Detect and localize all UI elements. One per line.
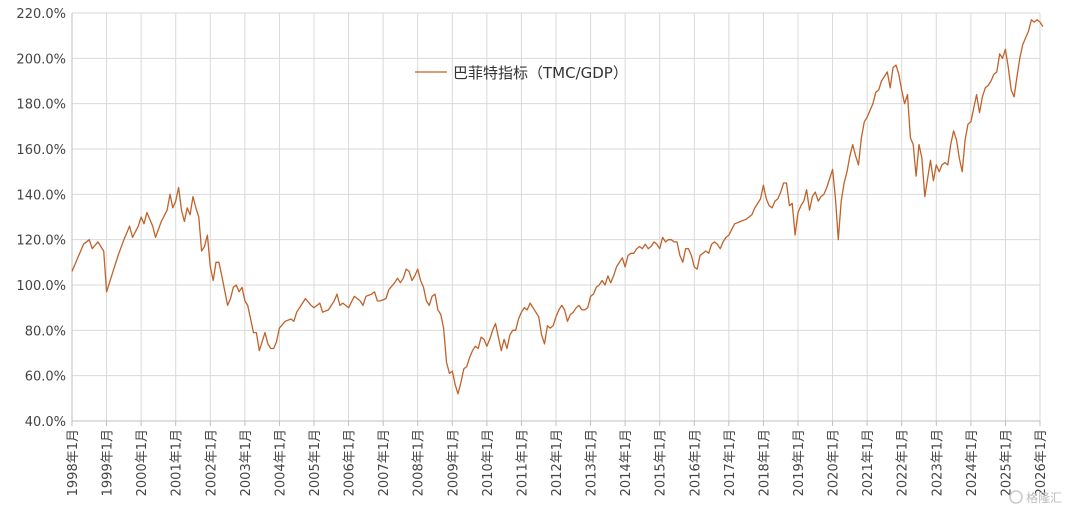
x-tick-label: 2007年1月 [377, 429, 392, 496]
y-tick-label: 60.0% [25, 370, 66, 385]
x-tick-label: 2012年1月 [550, 429, 565, 496]
x-tick-label: 2016年1月 [688, 429, 703, 496]
x-tick-label: 2009年1月 [446, 429, 461, 496]
x-tick-label: 2013年1月 [585, 429, 600, 496]
x-tick-label: 2001年1月 [170, 429, 185, 496]
x-tick-labels: 1998年1月 1999年1月 2000年1月 2001年1月 2002年1月 2003年… [66, 429, 1049, 496]
y-tick-label: 180.0% [16, 98, 66, 113]
watermark-icon [1009, 490, 1023, 504]
watermark-text: 格隆汇 [1026, 490, 1062, 505]
x-tick-label: 2020年1月 [827, 429, 842, 496]
y-tick-label: 200.0% [16, 52, 66, 67]
x-tick-label: 2005年1月 [308, 429, 323, 496]
y-tick-label: 100.0% [16, 279, 66, 294]
x-tick-label: 2010年1月 [481, 429, 496, 496]
x-tick-label: 2026年1月 [1034, 429, 1049, 496]
x-tick-label: 2003年1月 [239, 429, 254, 496]
x-tick-label: 2025年1月 [999, 429, 1014, 496]
x-tick-label: 2002年1月 [204, 429, 219, 496]
x-gridlines [71, 13, 1041, 426]
x-tick-label: 1998年1月 [66, 429, 81, 496]
y-tick-label: 80.0% [25, 324, 66, 339]
x-tick-label: 2021年1月 [861, 429, 876, 496]
x-tick-label: 1999年1月 [101, 429, 116, 496]
x-tick-label: 2019年1月 [792, 429, 807, 496]
legend: 巴菲特指标（TMC/GDP） [415, 64, 628, 82]
y-tick-label: 160.0% [16, 143, 66, 158]
y-tick-label: 140.0% [16, 188, 66, 203]
watermark-logo: 格隆汇 [1009, 490, 1062, 505]
legend-label-series: 巴菲特指标（TMC/GDP） [453, 64, 628, 82]
axes [71, 13, 1040, 422]
y-tick-labels: 40.0% 60.0% 80.0% 100.0% 120.0% 140.0% 160.0% 1… [16, 7, 66, 430]
x-tick-label: 2022年1月 [896, 429, 911, 496]
x-tick-label: 2006年1月 [343, 429, 358, 496]
x-tick-label: 2023年1月 [930, 429, 945, 496]
x-tick-label: 2008年1月 [412, 429, 427, 496]
series-line-0 [71, 19, 1044, 395]
x-tick-label: 2000年1月 [135, 429, 150, 496]
series-layer [71, 19, 1044, 395]
y-tick-label: 40.0% [25, 415, 66, 430]
x-tick-label: 2024年1月 [965, 429, 980, 496]
x-tick-label: 2015年1月 [654, 429, 669, 496]
x-tick-label: 2011年1月 [515, 429, 530, 496]
x-tick-label: 2018年1月 [757, 429, 772, 496]
x-tick-label: 2017年1月 [723, 429, 738, 496]
y-tick-label: 220.0% [16, 7, 66, 22]
x-tick-label: 2014年1月 [619, 429, 634, 496]
y-tick-label: 120.0% [16, 234, 66, 249]
x-tick-label: 2004年1月 [273, 429, 288, 496]
